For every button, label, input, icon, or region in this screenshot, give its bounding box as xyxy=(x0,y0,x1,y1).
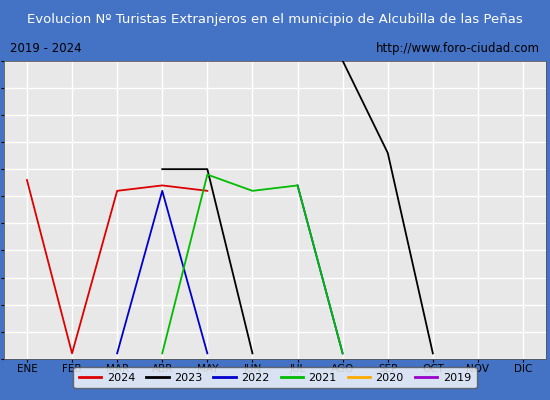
Text: http://www.foro-ciudad.com: http://www.foro-ciudad.com xyxy=(376,42,540,55)
Legend: 2024, 2023, 2022, 2021, 2020, 2019: 2024, 2023, 2022, 2021, 2020, 2019 xyxy=(74,367,476,388)
Text: Evolucion Nº Turistas Extranjeros en el municipio de Alcubilla de las Peñas: Evolucion Nº Turistas Extranjeros en el … xyxy=(27,13,523,26)
Text: 2019 - 2024: 2019 - 2024 xyxy=(10,42,81,55)
